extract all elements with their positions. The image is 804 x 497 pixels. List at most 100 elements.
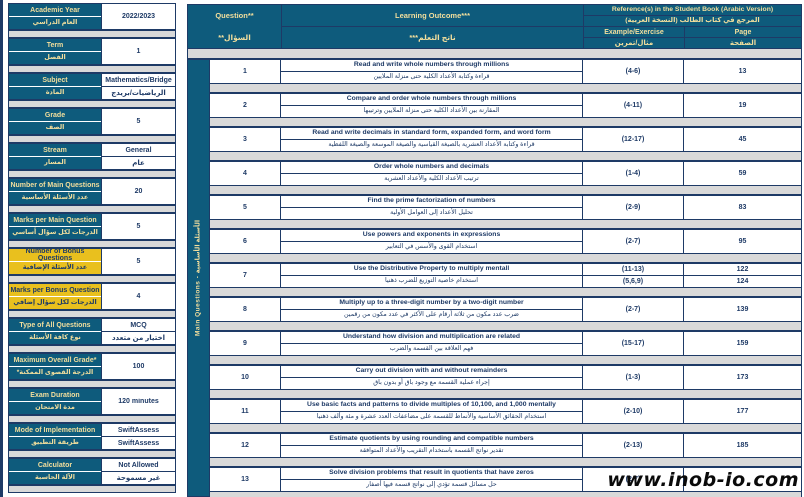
field-label-en: Grade [9,109,101,121]
field-value-text: 5 [136,223,141,230]
question-number: 5 [210,195,281,220]
field-value-text: 20 [134,188,143,195]
field-value-text: 100 [132,363,145,370]
learning-outcome-cell: Read and write decimals in standard form… [281,127,583,152]
sidebar-divider [8,415,176,423]
table-row: 8 Multiply up to a three-digit number by… [210,297,802,322]
field-label-en: Mode of Implementation [9,424,101,436]
column-header-learning-outcome: Learning Outcome*** ناتج التعلم*** [282,5,584,48]
sidebar-field-question-type: Type of All Questions نوع كافة الأسئلة M… [8,318,176,345]
field-value: 2022/2023 [102,3,176,30]
outcome-ar: إجراء عملية القسمة مع وجود باق أو بدون ب… [373,379,490,387]
field-label-ar: الفصل [9,52,101,64]
sidebar-field-subject: Subject المادة Mathematics/Bridge الرياض… [8,73,176,100]
main-questions-group-band: Main Questions - الأسئلة الأساسية [187,59,210,497]
field-value: MCQ اختيار من متعدد [102,318,176,345]
question-number: 6 [210,229,281,254]
outcome-en: Estimate quotients by using rounding and… [281,434,582,446]
learning-outcome-cell: Use the Distributive Property to multipl… [281,263,583,288]
row-divider [210,458,802,467]
example-cell: (15-17) [583,331,684,356]
sidebar-field-term: Term الفصل 1 [8,38,176,65]
example-line-1: (11-13) [583,264,683,276]
example-cell: (2-9) [583,195,684,220]
field-value: 20 [102,178,176,205]
sidebar-divider [8,345,176,353]
question-number: 3 [210,127,281,152]
outcome-ar: قراءة وكتابة الأعداد الكلية حتى منزلة ال… [373,73,490,81]
field-label-en: Marks per Main Question [9,214,101,226]
field-label: Exam Duration مدة الامتحان [8,388,102,415]
outcome-en: Use powers and exponents in expressions [281,230,582,242]
sidebar-field-academic-year: Academic Year العام الدراسي 2022/2023 [8,3,176,30]
table-row: 7 Use the Distributive Property to multi… [210,263,802,288]
outcome-en: Order whole numbers and decimals [281,162,582,174]
learning-outcome-cell: Estimate quotients by using rounding and… [281,433,583,458]
sidebar-field-implementation-mode: Mode of Implementation طريقة التطبيق Swi… [8,423,176,450]
learning-outcome-cell: Find the prime factorization of numbers … [281,195,583,220]
field-label-ar: الدرجات لكل سؤال أساسي [9,227,101,239]
field-label-en: Type of All Questions [9,319,101,331]
field-value-ar: SwiftAssess [117,439,160,447]
page-cell: 173 [684,365,802,390]
field-value: SwiftAssess SwiftAssess [102,423,176,450]
outcome-en: Compare and order whole numbers through … [281,94,582,106]
field-label: Term الفصل [8,38,102,65]
table-row: 6 Use powers and exponents in expression… [210,229,802,254]
reference-header-ar: المرجع في كتاب الطالب (النسخة العربية) [584,16,801,27]
page-cell: 139 [684,297,802,322]
example-cell: (11-13) (5,6,9) [583,263,684,288]
example-cell: (2-13) [583,433,684,458]
page-header-en: Page [685,27,801,38]
example-line-2: (5,6,9) [622,278,644,285]
field-label: Calculator الآلة الحاسبة [8,458,102,485]
question-rows: 1 Read and write whole numbers through m… [210,59,802,497]
field-label: Marks per Bonus Question الدرجات لكل سؤا… [8,283,102,310]
page-cell: 95 [684,229,802,254]
example-cell: (2-10) [583,399,684,424]
row-divider [210,424,802,433]
field-label: Academic Year العام الدراسي [8,3,102,30]
outcome-ar: تقدير نواتج القسمة باستخدام التقريب والأ… [359,447,504,455]
outcome-ar: المقارنة بين الأعداد الكلية حتى منزلة ال… [363,107,500,115]
field-value: 4 [102,283,176,310]
page-cell: 122 124 [684,263,802,288]
field-value-en: MCQ [102,319,175,332]
page-cell: 19 [684,93,802,118]
field-label-en: Academic Year [9,4,101,16]
outcome-ar: ترتيب الأعداد الكلية والأعداد العشرية [384,175,479,183]
question-header-ar: السؤال** [218,32,251,42]
sidebar-field-calculator: Calculator الآلة الحاسبة Not Allowed غير… [8,458,176,485]
example-cell: (2-7) [583,467,684,492]
outcome-en: Multiply up to a three-digit number by a… [281,298,582,310]
field-value-en: General [102,144,175,157]
field-value-en: SwiftAssess [102,424,175,437]
field-label-en: Term [9,39,101,51]
sidebar-divider [8,450,176,458]
field-value-text: 5 [136,118,141,125]
field-value-text: 120 minutes [118,398,159,405]
field-value-text: 4 [136,293,141,300]
field-value-en: Not Allowed [102,459,175,472]
row-divider [210,118,802,127]
page-cell: 59 [684,161,802,186]
field-label-ar: عدد الأسئلة الأساسية [9,192,101,204]
field-label-ar: الصف [9,122,101,134]
field-label-ar: عدد الأسئلة الإضافية [9,262,101,274]
page-cell: 45 [684,127,802,152]
field-label-ar: الدرجات لكل سؤال إضافي [9,297,101,309]
example-cell: (1-4) [583,161,684,186]
sidebar-divider [8,310,176,318]
field-label-ar: المادة [9,87,101,99]
sidebar-field-num-main-questions: Number of Main Questions عدد الأسئلة الأ… [8,178,176,205]
row-divider [210,288,802,297]
page-line-1: 122 [684,264,801,276]
field-label: Stream المسار [8,143,102,170]
field-label-ar: الدرجة القصوى الممكنة* [9,367,101,379]
field-value: 100 [102,353,176,380]
outcome-ar: استخدام الحقائق الأساسية والأنماط للقسمة… [316,413,547,421]
field-value: 5 [102,213,176,240]
outcome-ar: قراءة وكتابة الأعداد العشرية بالصيغة الق… [328,141,535,149]
field-label-ar: الآلة الحاسبة [9,472,101,484]
field-label-en: Calculator [9,459,101,471]
